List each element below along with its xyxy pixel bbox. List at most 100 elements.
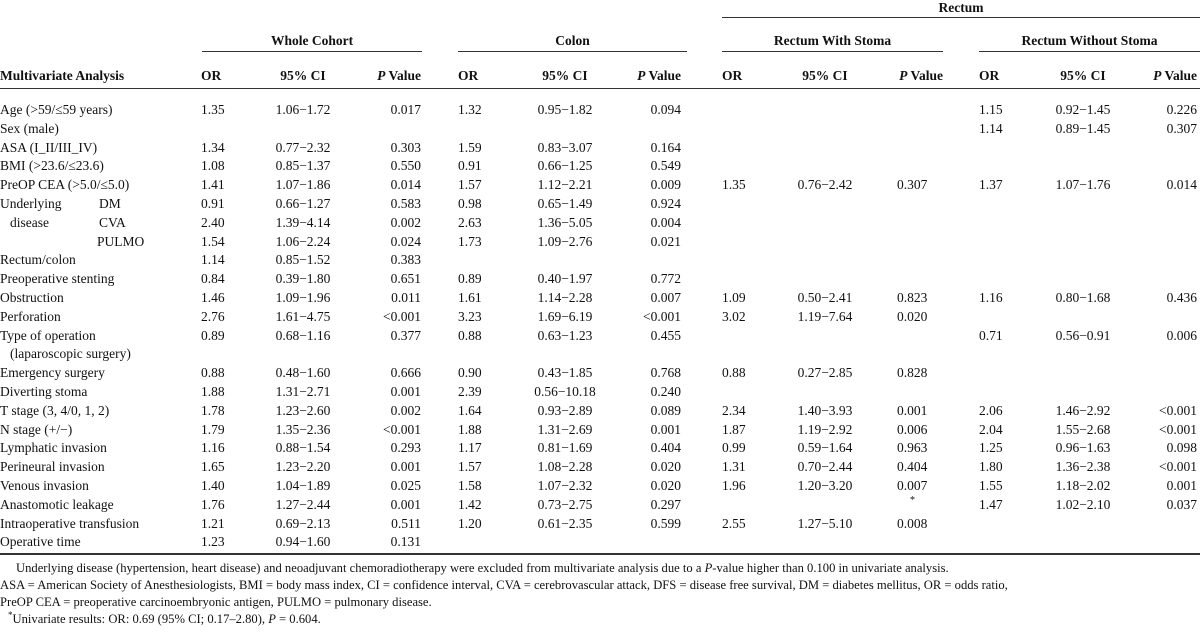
cell-or: 1.14 <box>979 120 1003 136</box>
cell-or: 0.71 <box>979 327 1003 343</box>
cell-or: 2.76 <box>201 308 225 324</box>
cell-p: 0.297 <box>650 496 681 512</box>
footnote-text: = 0.604. <box>275 612 321 627</box>
cell-p: 0.240 <box>650 384 681 399</box>
row-label: N stage (+/−) <box>0 421 73 437</box>
cell-p: 0.001 <box>650 421 681 437</box>
cell-p: 0.094 <box>650 102 681 117</box>
cell-p: 0.001 <box>390 496 421 512</box>
cell-or: 0.89 <box>458 271 482 287</box>
cell-ci: 0.80−1.68 <box>1055 290 1111 305</box>
cell-p: 0.009 <box>650 177 681 193</box>
row-label: Anastomotic leakage <box>0 496 114 512</box>
row-label: Sex (male) <box>0 120 59 136</box>
cell-ci: 1.55−2.68 <box>1055 421 1111 437</box>
cell-or: 0.91 <box>458 158 482 174</box>
cell-ci: 1.12−2.21 <box>537 177 593 193</box>
cell-or: 1.73 <box>458 233 482 249</box>
group-header-whole-cohort: Whole Cohort <box>270 33 354 48</box>
cell-p: 0.823 <box>897 290 928 305</box>
cell-ci: 0.81−1.69 <box>537 440 593 456</box>
cell-ci: 1.14−2.28 <box>537 290 593 305</box>
cell-p: 0.037 <box>1166 496 1197 512</box>
cell-or: 1.46 <box>201 290 225 305</box>
cell-ci: 1.36−2.38 <box>1055 459 1111 475</box>
cell-or: 1.64 <box>458 402 482 418</box>
cell-p: 0.024 <box>390 233 421 249</box>
cell-or: 1.61 <box>458 290 482 305</box>
divider <box>202 51 422 52</box>
col-header-ci: 95% CI <box>280 68 326 83</box>
cell-p: <0.001 <box>383 421 421 437</box>
cell-or: 1.54 <box>201 233 225 249</box>
cell-ci: 1.08−2.28 <box>537 459 593 475</box>
cell-or: 1.41 <box>201 177 225 193</box>
cell-ci: 0.92−1.45 <box>1055 102 1111 117</box>
cell-p: 0.651 <box>390 271 421 287</box>
cell-or: 2.04 <box>979 421 1003 437</box>
footnote-text: P <box>268 612 276 627</box>
row-label: Perineural invasion <box>0 459 105 475</box>
cell-p-footnote-marker: * <box>910 494 915 506</box>
footnote-exclusion: Underlying disease (hypertension, heart … <box>0 560 1200 577</box>
col-header-or: OR <box>458 68 479 83</box>
cell-ci: 0.39−1.80 <box>275 271 331 287</box>
row-label-header: Multivariate Analysis <box>0 68 125 83</box>
cell-ci: 1.20−3.20 <box>797 478 853 493</box>
value-label: Value <box>907 68 943 83</box>
cell-ci: 0.43−1.85 <box>537 365 593 381</box>
cell-ci: 1.06−1.72 <box>275 102 331 117</box>
cell-ci: 0.61−2.35 <box>537 515 593 531</box>
cell-ci: 0.59−1.64 <box>797 440 853 456</box>
cell-ci: 1.36−5.05 <box>537 214 593 230</box>
cell-p: 0.550 <box>390 158 421 174</box>
row-label: (laparoscopic surgery) <box>10 346 131 362</box>
cell-p: 0.549 <box>650 158 681 174</box>
cell-or: 1.78 <box>201 402 225 418</box>
cell-ci: 1.39−4.14 <box>275 214 331 230</box>
cell-ci: 1.18−2.02 <box>1055 478 1111 493</box>
cell-or: 2.55 <box>722 515 746 531</box>
cell-or: 1.35 <box>201 102 225 117</box>
rectum-group-header: Rectum <box>938 0 984 15</box>
cell-or: 2.63 <box>458 214 482 230</box>
cell-ci: 0.66−1.27 <box>275 196 331 211</box>
row-label: Underlying <box>0 196 62 211</box>
cell-or: 1.34 <box>201 139 225 155</box>
cell-p: <0.001 <box>383 308 421 324</box>
cell-p: 0.004 <box>650 214 681 230</box>
row-label: Perforation <box>0 308 61 324</box>
cell-p: 0.002 <box>390 402 421 418</box>
cell-p: 0.666 <box>390 365 421 381</box>
cell-or: 1.59 <box>458 139 482 155</box>
p-italic: P <box>1153 68 1162 83</box>
cell-p: 0.226 <box>1166 102 1197 117</box>
cell-p: 0.006 <box>897 421 928 437</box>
cell-or: 1.47 <box>979 496 1003 512</box>
col-header-ci: 95% CI <box>802 68 848 83</box>
cell-or: 0.84 <box>201 271 225 287</box>
row-label: Venous invasion <box>0 478 89 493</box>
cell-ci: 1.19−2.92 <box>797 421 853 437</box>
cell-p: <0.001 <box>1159 421 1197 437</box>
cell-ci: 1.40−3.93 <box>797 402 853 418</box>
cell-or: 1.21 <box>201 515 225 531</box>
footnote-text: -value higher than 0.100 in univariate a… <box>712 561 949 575</box>
cell-p: 0.017 <box>390 102 421 117</box>
cell-p: 0.583 <box>390 196 421 211</box>
cell-p: 0.599 <box>650 515 681 531</box>
cell-or: 1.20 <box>458 515 482 531</box>
value-label: Value <box>385 68 421 83</box>
row-label: Intraoperative transfusion <box>0 515 140 531</box>
cell-or: 0.99 <box>722 440 746 456</box>
col-header-p-value: P Value <box>351 68 421 84</box>
cell-p: 0.131 <box>390 534 421 550</box>
cell-p: 0.025 <box>390 478 421 493</box>
group-header-rectum-with-stoma: Rectum With Stoma <box>773 33 892 48</box>
footnote-abbreviations-cont: PreOP CEA = preoperative carcinoembryoni… <box>0 595 432 609</box>
cell-or: 1.87 <box>722 421 746 437</box>
cell-p: 0.772 <box>650 271 681 287</box>
divider <box>458 51 687 52</box>
cell-or: 0.91 <box>201 196 225 211</box>
cell-p: 0.007 <box>897 478 928 493</box>
